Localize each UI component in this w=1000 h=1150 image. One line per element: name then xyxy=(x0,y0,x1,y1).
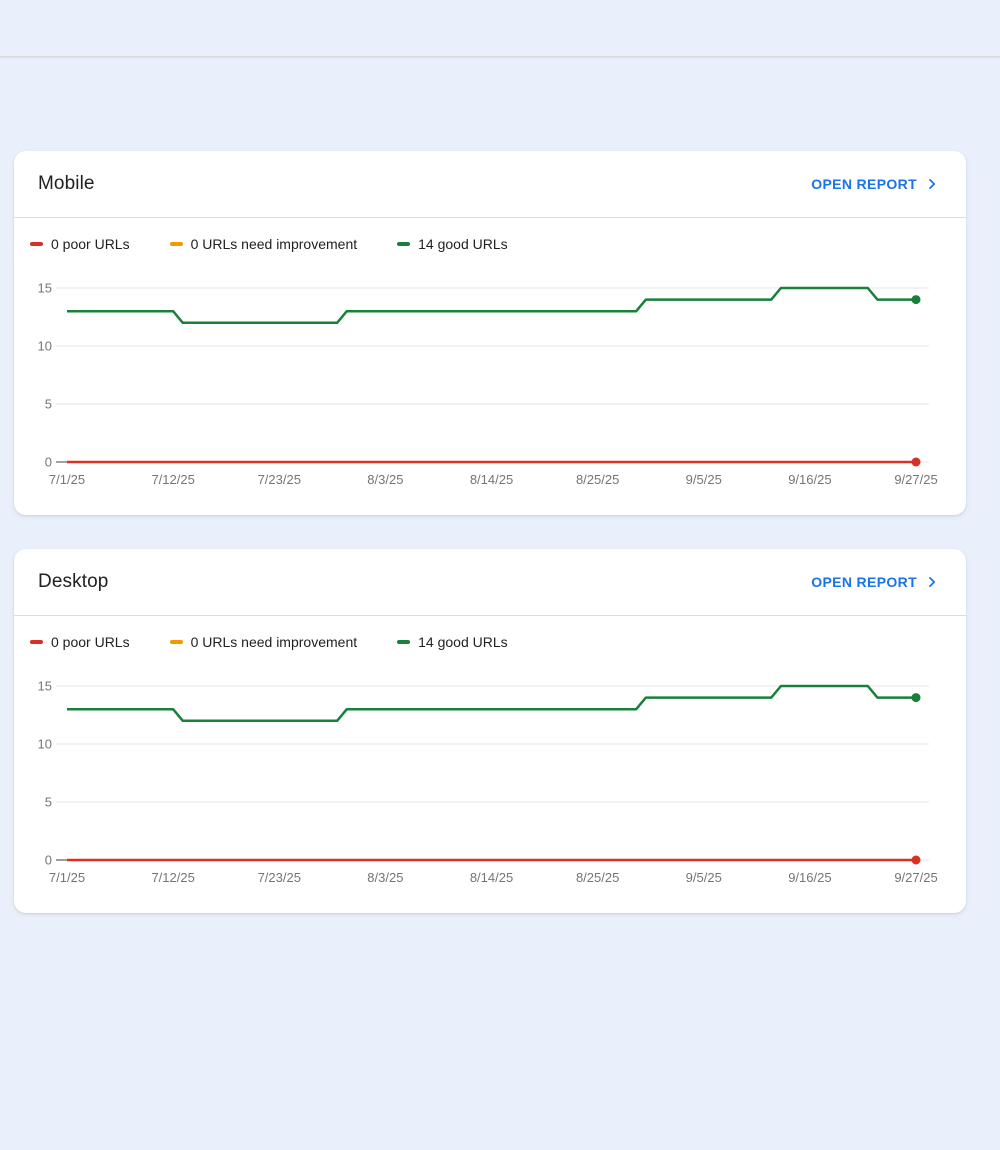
legend-marker-poor xyxy=(30,640,43,644)
svg-text:7/12/25: 7/12/25 xyxy=(151,870,194,885)
legend-marker-needs-improvement xyxy=(169,640,183,644)
core-web-vitals-page: Mobile OPEN REPORT 0 poor URLs 0 URLs ne… xyxy=(0,57,1000,913)
svg-text:7/23/25: 7/23/25 xyxy=(258,870,301,885)
open-report-link-mobile[interactable]: OPEN REPORT xyxy=(811,176,940,192)
svg-text:7/12/25: 7/12/25 xyxy=(151,472,194,487)
svg-text:15: 15 xyxy=(38,679,52,694)
open-report-link-desktop[interactable]: OPEN REPORT xyxy=(811,574,940,590)
legend-label-needs-improvement: 0 URLs need improvement xyxy=(190,236,358,252)
chevron-right-icon xyxy=(929,179,936,189)
svg-text:8/14/25: 8/14/25 xyxy=(470,472,513,487)
svg-text:7/1/25: 7/1/25 xyxy=(49,870,85,885)
legend-label-good: 14 good URLs xyxy=(418,634,508,650)
top-app-bar xyxy=(0,0,1000,57)
legend-label-poor: 0 poor URLs xyxy=(51,236,130,252)
legend-marker-poor xyxy=(30,242,43,246)
legend-marker-good xyxy=(397,640,411,644)
svg-text:8/14/25: 8/14/25 xyxy=(470,870,513,885)
legend-item-good: 14 good URLs xyxy=(397,634,508,650)
svg-text:9/27/25: 9/27/25 xyxy=(894,472,937,487)
svg-text:9/5/25: 9/5/25 xyxy=(686,472,722,487)
card-title-mobile: Mobile xyxy=(38,173,95,194)
svg-text:8/25/25: 8/25/25 xyxy=(576,472,619,487)
core-web-vitals-chart-desktop[interactable]: 0 5 10 15 7/1/25 7/12/25 7/23/25 8/3/25 8/14/25 8… xyxy=(14,652,966,902)
legend-label-needs-improvement: 0 URLs need improvement xyxy=(190,634,358,650)
svg-text:0: 0 xyxy=(45,853,52,868)
legend-label-poor: 0 poor URLs xyxy=(51,634,130,650)
svg-text:8/3/25: 8/3/25 xyxy=(367,472,403,487)
core-web-vitals-chart-mobile[interactable]: 0 5 10 15 7/1/25 7/12/25 7/23/25 8/3/25 8/14/25 8… xyxy=(14,254,966,504)
open-report-label: OPEN REPORT xyxy=(811,574,917,590)
mobile-card: Mobile OPEN REPORT 0 poor URLs 0 URLs ne… xyxy=(14,151,966,515)
svg-text:9/16/25: 9/16/25 xyxy=(788,870,831,885)
svg-text:9/16/25: 9/16/25 xyxy=(788,472,831,487)
svg-text:7/23/25: 7/23/25 xyxy=(258,472,301,487)
legend-item-needs-improvement: 0 URLs need improvement xyxy=(169,634,358,650)
svg-text:8/3/25: 8/3/25 xyxy=(367,870,403,885)
chart-legend-desktop: 0 poor URLs 0 URLs need improvement 14 g… xyxy=(30,632,966,652)
svg-text:9/5/25: 9/5/25 xyxy=(686,870,722,885)
legend-item-poor: 0 poor URLs xyxy=(30,634,130,650)
open-report-label: OPEN REPORT xyxy=(811,176,917,192)
chart-legend-mobile: 0 poor URLs 0 URLs need improvement 14 g… xyxy=(30,234,966,254)
svg-text:5: 5 xyxy=(45,397,52,412)
svg-text:5: 5 xyxy=(45,795,52,810)
svg-text:15: 15 xyxy=(38,281,52,296)
svg-text:9/27/25: 9/27/25 xyxy=(894,870,937,885)
legend-item-good: 14 good URLs xyxy=(397,236,508,252)
svg-text:8/25/25: 8/25/25 xyxy=(576,870,619,885)
chevron-right-icon xyxy=(929,577,936,587)
svg-text:0: 0 xyxy=(45,455,52,470)
desktop-card-header: Desktop OPEN REPORT xyxy=(14,549,966,616)
desktop-card: Desktop OPEN REPORT 0 poor URLs 0 URLs n… xyxy=(14,549,966,913)
legend-label-good: 14 good URLs xyxy=(418,236,508,252)
svg-text:10: 10 xyxy=(38,339,52,354)
card-title-desktop: Desktop xyxy=(38,571,109,592)
svg-text:7/1/25: 7/1/25 xyxy=(49,472,85,487)
svg-text:10: 10 xyxy=(38,737,52,752)
legend-item-needs-improvement: 0 URLs need improvement xyxy=(169,236,358,252)
legend-marker-good xyxy=(397,242,411,246)
legend-marker-needs-improvement xyxy=(169,242,183,246)
mobile-card-header: Mobile OPEN REPORT xyxy=(14,151,966,218)
legend-item-poor: 0 poor URLs xyxy=(30,236,130,252)
